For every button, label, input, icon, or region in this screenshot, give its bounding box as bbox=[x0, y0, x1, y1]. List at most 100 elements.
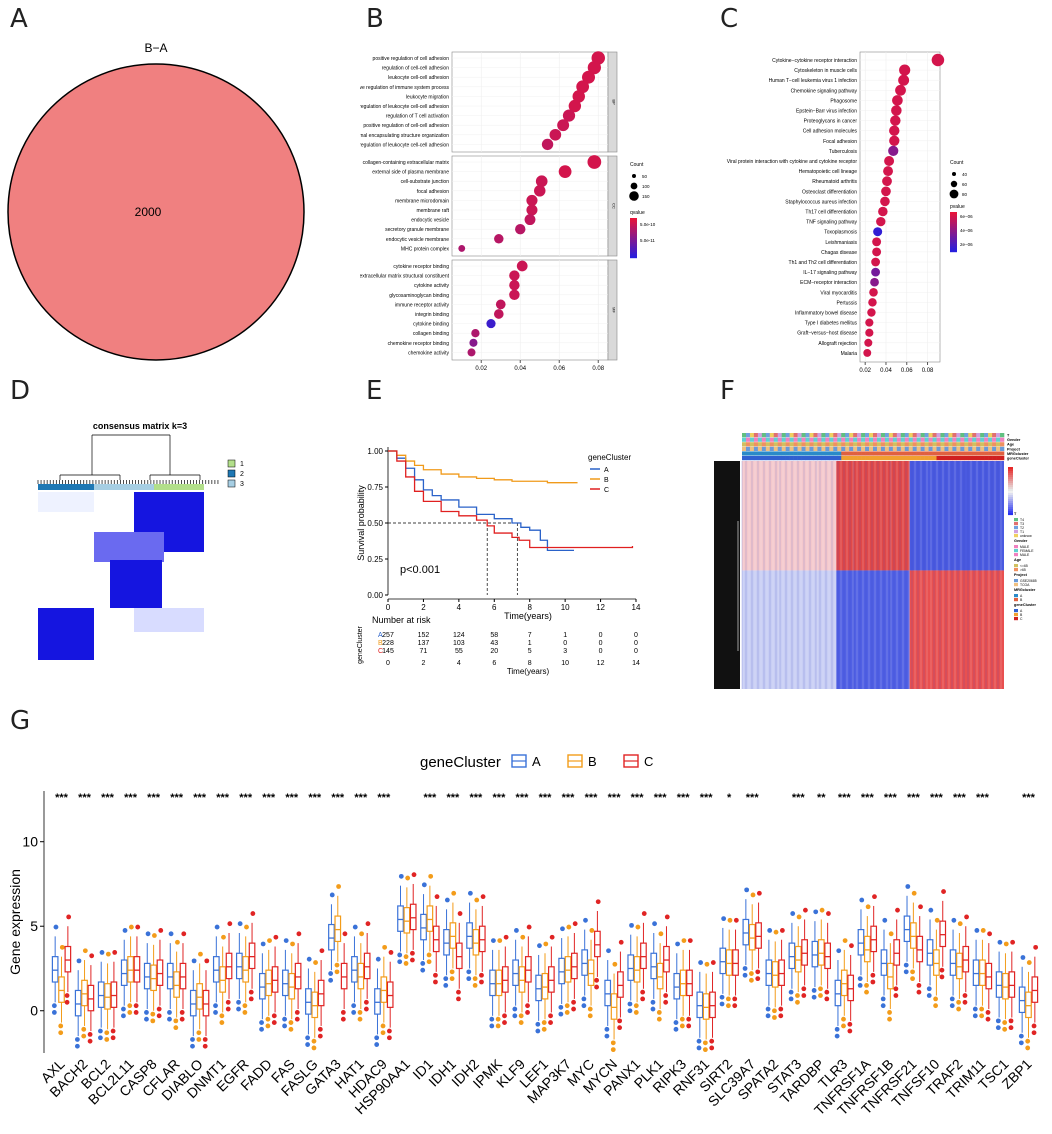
heatmap-annotation-cell bbox=[765, 446, 771, 451]
go-strip-label: MF bbox=[612, 307, 617, 313]
box-outlier bbox=[525, 1003, 530, 1009]
heatmap-annotation-cell bbox=[892, 442, 898, 447]
box-body bbox=[679, 969, 687, 997]
panel-label-d: D bbox=[10, 376, 31, 406]
box-body bbox=[81, 979, 88, 1007]
heatmap-annotation-cell bbox=[749, 437, 755, 442]
heatmap-annotation-cell bbox=[742, 442, 747, 447]
box-body bbox=[755, 922, 762, 949]
go-q-gradient bbox=[630, 252, 637, 255]
box-outlier bbox=[811, 994, 817, 1000]
heatmap-annotation-cell bbox=[960, 433, 965, 438]
box-body bbox=[248, 942, 256, 970]
heatmap-legend-item: MALE bbox=[1020, 545, 1030, 549]
box-ytick-label: 0 bbox=[30, 1003, 38, 1019]
box-outlier bbox=[560, 926, 565, 932]
box-body bbox=[259, 972, 266, 1000]
box-outlier bbox=[503, 934, 509, 940]
heatmap-annotation-cell bbox=[765, 451, 771, 456]
box-outlier bbox=[535, 1021, 541, 1027]
km-legend-label: C bbox=[604, 487, 609, 494]
heatmap-annotation-cell bbox=[948, 446, 953, 451]
box-body bbox=[196, 983, 204, 1010]
heatmap-annotation-cell bbox=[845, 433, 850, 438]
kegg-p-gradient bbox=[950, 230, 957, 233]
box-outlier bbox=[641, 911, 647, 916]
heatmap-scale-cell bbox=[1008, 479, 1013, 482]
go-dot bbox=[486, 319, 496, 329]
box-body bbox=[1008, 971, 1016, 998]
heatmap-annotation-cell bbox=[940, 442, 945, 447]
box-outlier bbox=[248, 996, 254, 1002]
box-outlier bbox=[105, 951, 111, 957]
box-body bbox=[235, 952, 243, 980]
heatmap-annotation-cell bbox=[825, 433, 830, 438]
risk-value: 20 bbox=[490, 648, 498, 655]
km-xtick-label: 6 bbox=[492, 603, 497, 612]
go-term-label: leukocyte cell-cell adhesion bbox=[388, 75, 449, 81]
kegg-dot bbox=[898, 74, 910, 86]
box-significance: *** bbox=[216, 792, 230, 804]
go-dot bbox=[576, 80, 590, 94]
box-outlier bbox=[558, 1011, 564, 1017]
heatmap-annotation-cell bbox=[765, 456, 771, 461]
heatmap-annotation-cell bbox=[904, 451, 910, 456]
box-body bbox=[225, 952, 233, 980]
box-body bbox=[64, 945, 72, 973]
box-significance: *** bbox=[308, 792, 322, 804]
heatmap-annotation-cell bbox=[749, 442, 755, 447]
heatmap-annotation-cell bbox=[972, 446, 977, 451]
box-body bbox=[386, 981, 394, 1008]
box-body bbox=[939, 920, 947, 948]
go-term-label: endocytic vesicle membrane bbox=[386, 237, 449, 243]
box-outlier bbox=[495, 1016, 501, 1022]
heatmap-annotation-cell bbox=[984, 433, 989, 438]
box-outlier bbox=[995, 1018, 1001, 1024]
kegg-p-gradient bbox=[950, 220, 957, 223]
kegg-p-gradient bbox=[950, 226, 957, 229]
box-body bbox=[926, 939, 934, 966]
heatmap-block bbox=[836, 570, 910, 689]
risk-value: 1 bbox=[563, 632, 567, 639]
heatmap-annotation-cell bbox=[837, 442, 842, 447]
box-body bbox=[495, 969, 503, 997]
box-outlier bbox=[795, 999, 800, 1005]
heatmap-annotation-cell bbox=[976, 456, 981, 461]
heatmap-annotation-cell bbox=[996, 446, 1001, 451]
box-outlier bbox=[403, 954, 409, 960]
heatmap-legend-item: A bbox=[1020, 594, 1023, 598]
kegg-dot bbox=[876, 216, 886, 227]
heatmap-annotation-cell bbox=[972, 442, 977, 447]
consensus-legend-label: 1 bbox=[240, 461, 244, 468]
heatmap-annotation-cell bbox=[908, 451, 913, 456]
box-outlier bbox=[627, 1001, 633, 1007]
box-outlier bbox=[265, 1016, 271, 1022]
box-outlier bbox=[336, 884, 341, 889]
go-strip-label: BP bbox=[612, 99, 617, 105]
risk-value: 228 bbox=[382, 640, 394, 647]
kegg-term-label: Allograft rejection bbox=[818, 341, 857, 347]
box-body bbox=[962, 945, 970, 973]
kegg-dot bbox=[889, 135, 900, 146]
heatmap-annotation-cell bbox=[765, 437, 771, 442]
box-outlier bbox=[214, 924, 220, 930]
heatmap-legend-item: GSE20685 bbox=[1020, 579, 1037, 583]
heatmap-annotation-cell bbox=[869, 442, 874, 447]
risk-value: 0 bbox=[599, 648, 603, 655]
box-outlier bbox=[675, 941, 680, 947]
box-outlier bbox=[156, 1013, 162, 1019]
box-outlier bbox=[985, 1016, 991, 1022]
go-dot bbox=[509, 279, 520, 291]
box-body bbox=[916, 935, 924, 963]
box-body bbox=[294, 962, 302, 990]
box-outlier bbox=[386, 1035, 392, 1041]
heatmap-annotation-cell bbox=[781, 433, 786, 438]
km-ytick-label: 0.00 bbox=[367, 591, 383, 600]
box-outlier bbox=[629, 922, 634, 928]
cluster-bar-1 bbox=[154, 484, 204, 490]
box-outlier bbox=[956, 1006, 962, 1012]
go-dot bbox=[458, 244, 466, 252]
go-term-label: chemokine receptor binding bbox=[388, 341, 450, 347]
kegg-p-gradient bbox=[950, 216, 957, 219]
go-term-label: positive regulation of cell-cell adhesio… bbox=[363, 123, 449, 129]
